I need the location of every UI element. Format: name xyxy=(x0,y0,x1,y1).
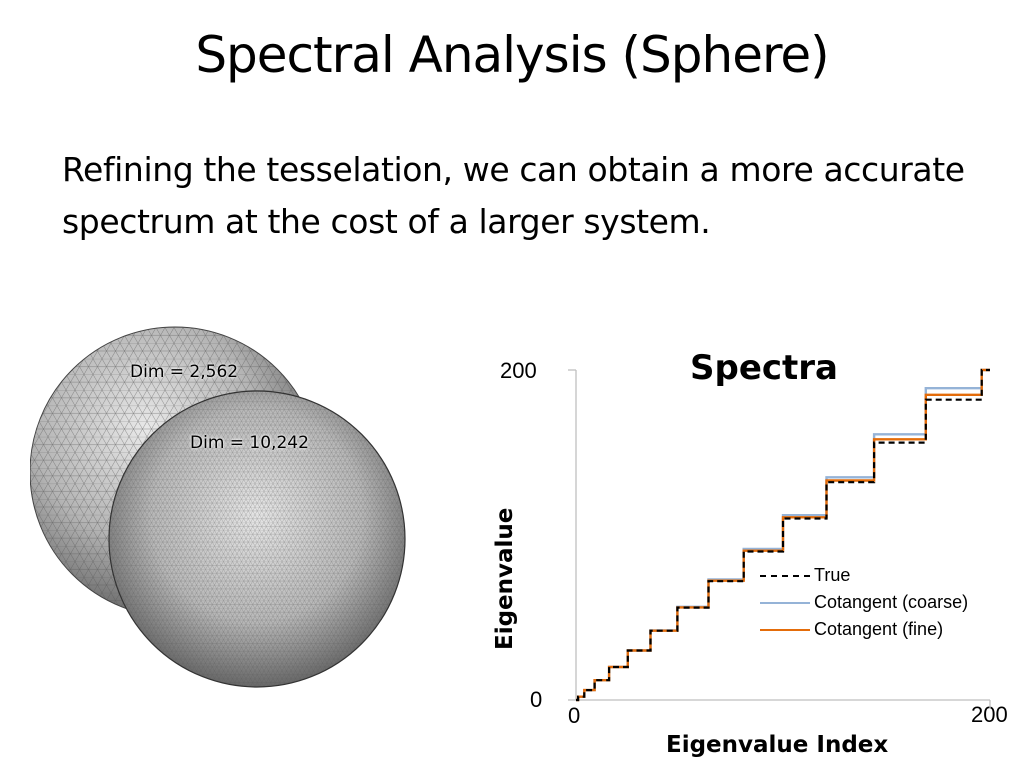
legend-item-coarse: Cotangent (coarse) xyxy=(760,589,968,616)
sphere-illustration: Dim = 2,562 Dim = 10,242 xyxy=(29,312,420,702)
series-line-true xyxy=(576,368,990,702)
legend-label-true: True xyxy=(814,565,851,585)
y-axis-title: Eigenvalue xyxy=(492,507,518,650)
legend-item-fine: Cotangent (fine) xyxy=(760,616,968,643)
chart-title: Spectra xyxy=(690,348,839,388)
y-tick-min: 0 xyxy=(530,687,543,712)
slide-title: Spectral Analysis (Sphere) xyxy=(195,26,829,84)
legend-item-true: True xyxy=(760,562,968,589)
legend-swatch-coarse xyxy=(760,601,810,604)
fine-sphere-label: Dim = 10,242 xyxy=(190,433,309,453)
legend-swatch-fine xyxy=(760,628,810,631)
series-line-cotangent-fine xyxy=(576,368,990,702)
fine-sphere xyxy=(108,390,406,688)
legend-label-fine: Cotangent (fine) xyxy=(814,619,944,639)
slide-body-text: Refining the tesselation, we can obtain … xyxy=(62,150,965,241)
chart-legend: True Cotangent (coarse) Cotangent (fine) xyxy=(760,562,968,643)
x-tick-min: 0 xyxy=(568,703,581,728)
x-axis-title: Eigenvalue Index xyxy=(666,732,889,758)
legend-label-coarse: Cotangent (coarse) xyxy=(814,592,969,612)
coarse-sphere-label: Dim = 2,562 xyxy=(130,362,239,382)
legend-swatch-true xyxy=(760,574,810,577)
series-line-cotangent-coarse xyxy=(576,368,990,702)
y-tick-max: 200 xyxy=(500,358,537,383)
sphere-graphic xyxy=(29,326,406,688)
x-tick-max: 200 xyxy=(971,702,1008,727)
